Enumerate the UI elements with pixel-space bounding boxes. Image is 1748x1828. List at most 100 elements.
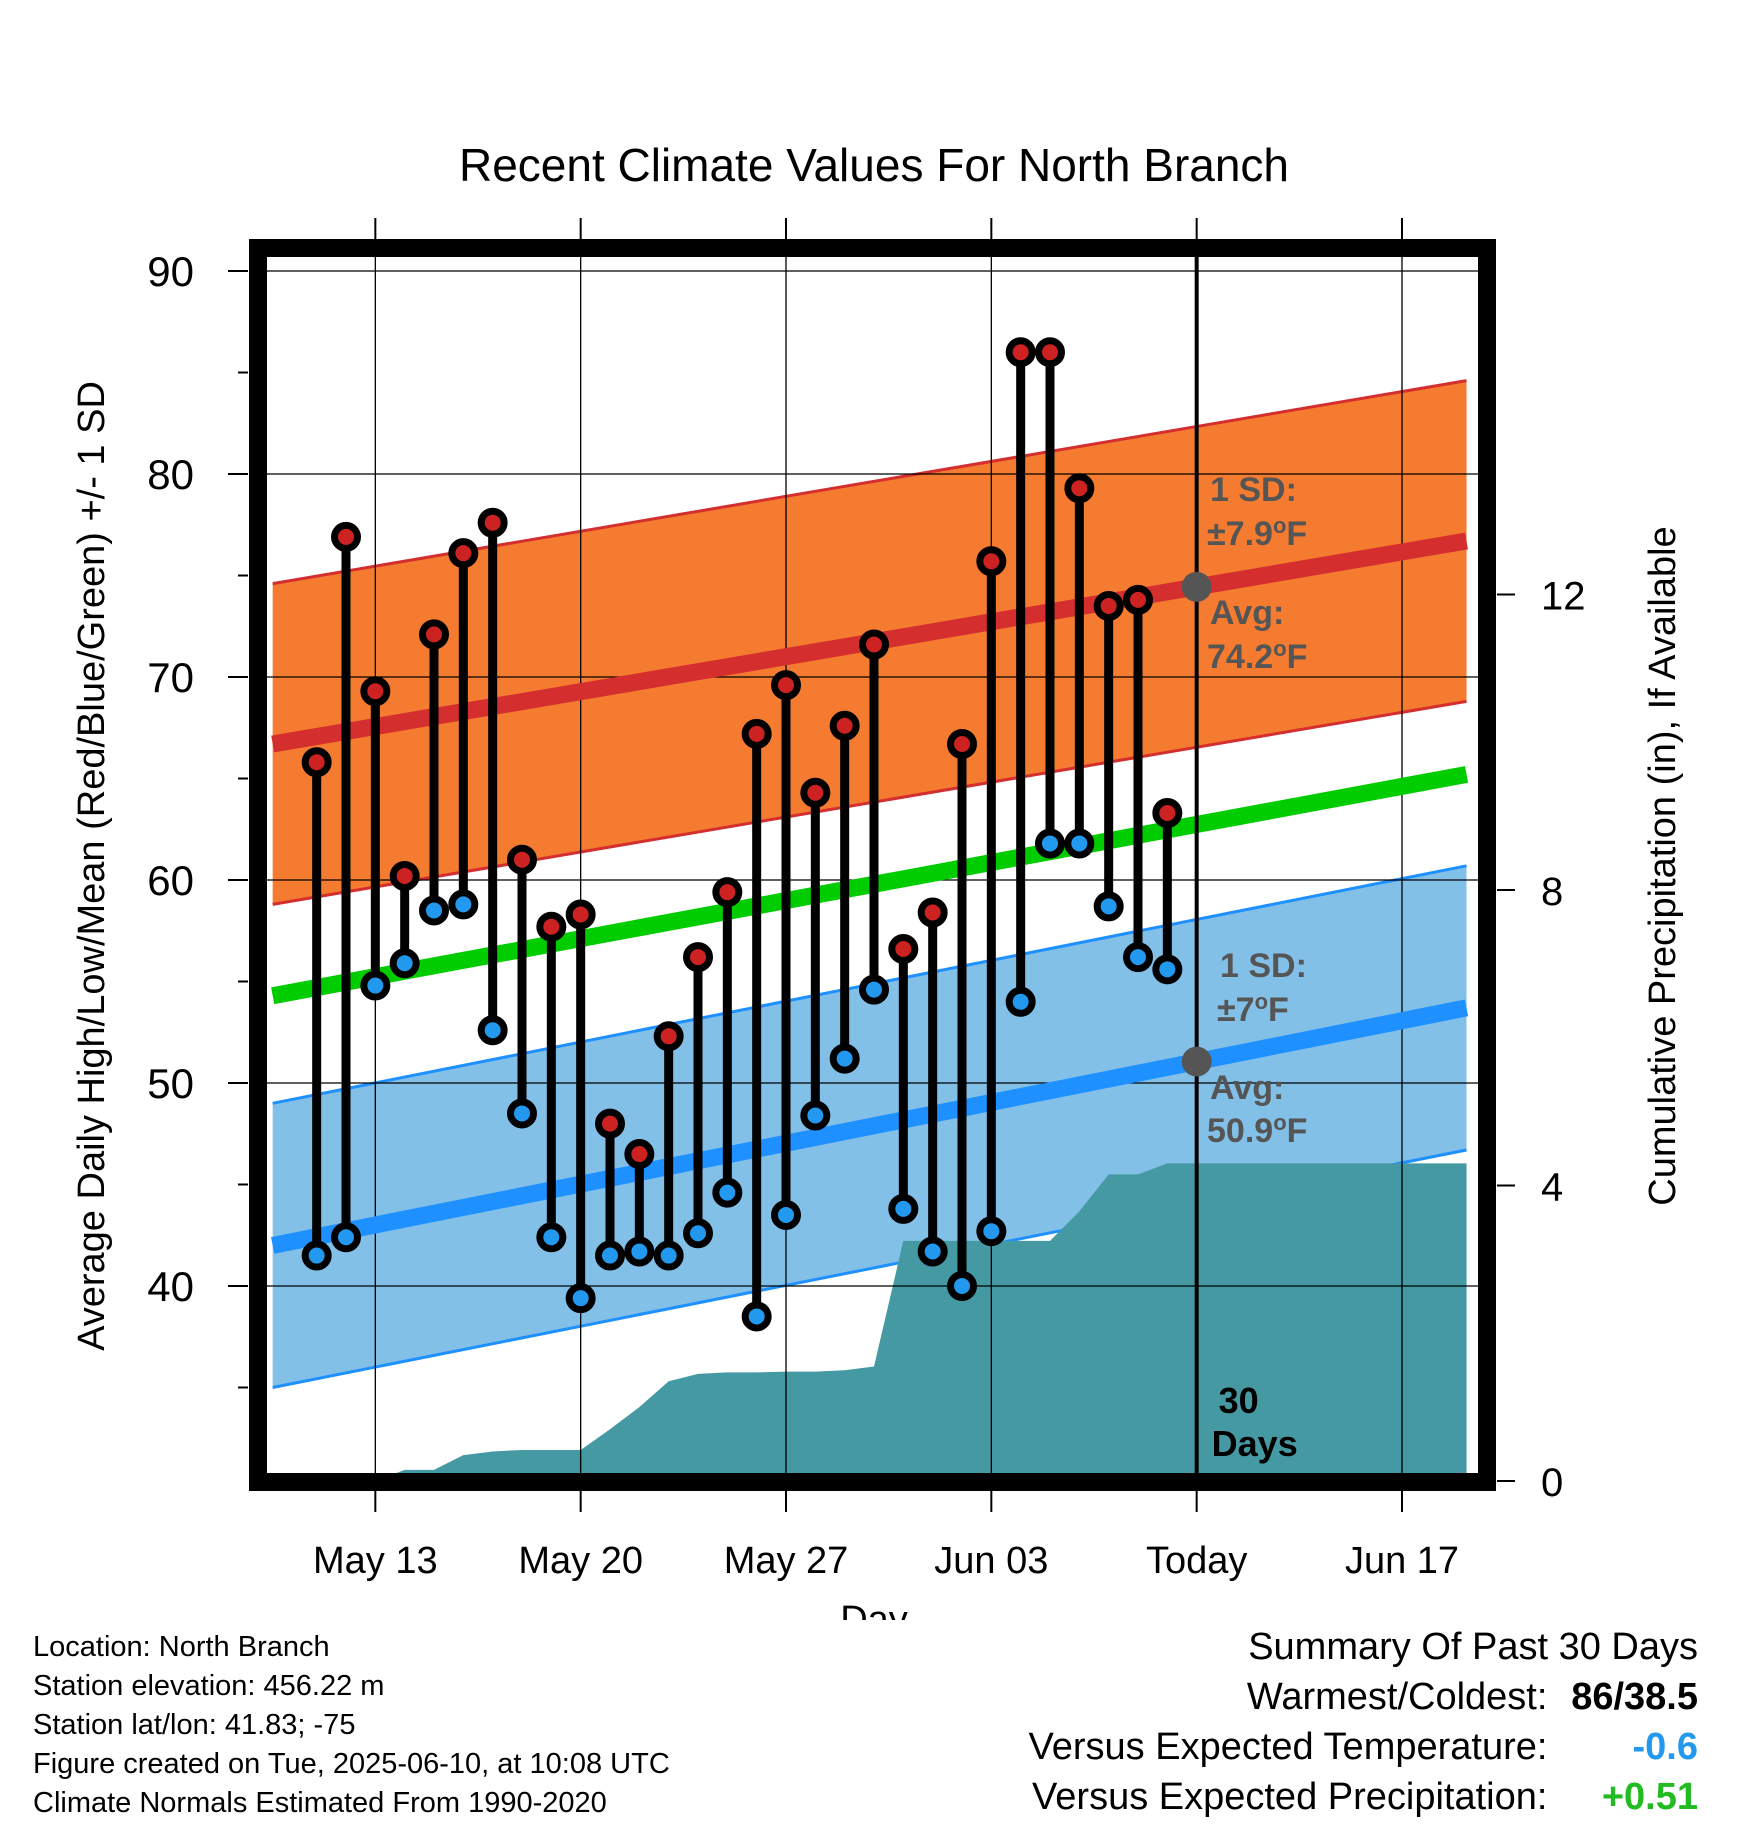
daily-low-point	[1093, 891, 1124, 922]
summary-warm-cold-row: Warmest/Coldest: 86/38.5	[1029, 1672, 1698, 1722]
high-sd-value: ±7.9oF	[1207, 513, 1307, 553]
y-tick-label: 60	[147, 857, 194, 904]
daily-high-point	[888, 934, 919, 965]
daily-high-point	[800, 777, 831, 808]
y-tick-label: 50	[147, 1060, 194, 1107]
daily-high-point	[331, 521, 361, 552]
daily-high-point	[653, 1021, 684, 1052]
low-sd-label: 1 SD:	[1220, 947, 1307, 985]
daily-low-point	[301, 1240, 332, 1271]
low-avg-label: Avg:	[1210, 1069, 1284, 1107]
low-avg-value: 50.9oF	[1207, 1110, 1307, 1150]
summary-panel: Summary Of Past 30 Days Warmest/Coldest:…	[1029, 1622, 1698, 1822]
daily-high-point	[741, 718, 772, 749]
y-tick-label: 40	[147, 1263, 194, 1310]
y-tick-label: 90	[147, 248, 194, 295]
daily-low-point	[653, 1240, 684, 1271]
warm-cold-value: 86/38.5	[1571, 1676, 1698, 1718]
avg-high-marker	[1181, 571, 1212, 602]
precip-area	[287, 1163, 1467, 1481]
daily-high-point	[595, 1108, 625, 1139]
chart-title: Recent Climate Values For North Branch	[459, 139, 1289, 191]
daily-low-point	[507, 1098, 537, 1129]
normal-low-line	[271, 999, 1469, 1254]
daily-high-point	[1123, 584, 1153, 615]
daily-low-point	[595, 1240, 625, 1271]
x-tick-label: May 20	[518, 1540, 643, 1582]
normals-text: Climate Normals Estimated From 1990-2020	[33, 1787, 607, 1819]
daily-high-point	[360, 676, 391, 707]
x-tick-label: Today	[1146, 1540, 1247, 1582]
daily-low-point	[1064, 828, 1095, 859]
plot-frame	[249, 239, 1496, 1491]
elevation-text: Station elevation: 456.22 m	[33, 1670, 385, 1702]
x-tick-label: Jun 03	[934, 1540, 1048, 1582]
daily-low-point	[1152, 954, 1183, 985]
daily-high-point	[859, 629, 889, 660]
x-tick-label: Jun 17	[1345, 1540, 1459, 1582]
daily-high-point	[1035, 337, 1065, 368]
y-tick-label: 80	[147, 451, 194, 498]
x-tick-label: May 13	[313, 1540, 438, 1582]
station-info: Location: North Branch Station elevation…	[33, 1628, 670, 1823]
daily-low-point	[976, 1216, 1007, 1247]
avg-low-marker	[1181, 1046, 1212, 1077]
daily-low-point	[829, 1043, 860, 1074]
y-axis-label: Average Daily High/Low/Mean (Red/Blue/Gr…	[71, 381, 113, 1351]
daily-low-point	[683, 1218, 713, 1249]
daily-high-point	[1064, 473, 1095, 504]
daily-high-point	[507, 844, 537, 875]
daily-high-point	[389, 860, 420, 891]
daily-low-point	[477, 1015, 508, 1046]
x-tick-label: May 27	[724, 1540, 849, 1582]
daily-high-point	[917, 897, 948, 928]
high-avg-value: 74.2oF	[1207, 636, 1307, 676]
daily-low-point	[536, 1222, 567, 1253]
daily-high-point	[947, 728, 977, 759]
climate-chart: Recent Climate Values For North Branch 1…	[71, 139, 1684, 1620]
daily-low-point	[331, 1222, 361, 1253]
precip-value: +0.51	[1601, 1776, 1698, 1818]
daily-low-point	[360, 970, 391, 1001]
daily-low-point	[565, 1283, 596, 1314]
summary-title: Summary Of Past 30 Days	[1248, 1626, 1698, 1668]
daily-low-point	[888, 1193, 919, 1224]
daily-low-point	[389, 948, 420, 979]
latlon-text: Station lat/lon: 41.83; -75	[33, 1709, 356, 1741]
precip-label: Versus Expected Precipitation:	[1032, 1776, 1548, 1818]
daily-high-point	[477, 507, 508, 538]
daily-high-point	[536, 911, 567, 942]
daily-high-point	[829, 710, 860, 741]
temp-label: Versus Expected Temperature:	[1028, 1726, 1548, 1768]
daily-high-point	[1152, 798, 1183, 829]
temp-value: -0.6	[1632, 1726, 1698, 1768]
daily-high-point	[624, 1139, 655, 1170]
daily-low-point	[448, 889, 479, 920]
daily-low-point	[624, 1236, 655, 1267]
daily-low-point	[859, 974, 889, 1005]
high-sd-label: 1 SD:	[1210, 471, 1297, 509]
x-axis-label: Day	[840, 1599, 908, 1620]
daily-high-point	[1093, 590, 1124, 621]
y2-tick-label: 12	[1541, 575, 1586, 619]
daily-low-point	[1005, 986, 1036, 1017]
daily-low-point	[947, 1271, 977, 1301]
y2-tick-label: 8	[1541, 870, 1563, 914]
y-tick-label: 70	[147, 654, 194, 701]
summary-precip-row: Versus Expected Precipitation: +0.51	[1029, 1772, 1698, 1822]
daily-low-point	[419, 895, 449, 926]
daily-low-point	[712, 1177, 743, 1208]
created-text: Figure created on Tue, 2025-06-10, at 10…	[33, 1748, 670, 1780]
warm-cold-label: Warmest/Coldest:	[1246, 1676, 1548, 1718]
daily-low-point	[1035, 828, 1065, 859]
daily-high-point	[565, 899, 596, 930]
daily-high-point	[976, 546, 1007, 577]
location-text: Location: North Branch	[33, 1631, 330, 1663]
y2-tick-label: 4	[1541, 1166, 1563, 1210]
daily-high-point	[419, 619, 449, 650]
y2-axis-label: Cumulative Precipitation (in), If Availa…	[1642, 526, 1684, 1205]
daily-high-point	[712, 877, 743, 908]
daily-high-point	[683, 942, 713, 973]
daily-low-point	[771, 1199, 801, 1230]
